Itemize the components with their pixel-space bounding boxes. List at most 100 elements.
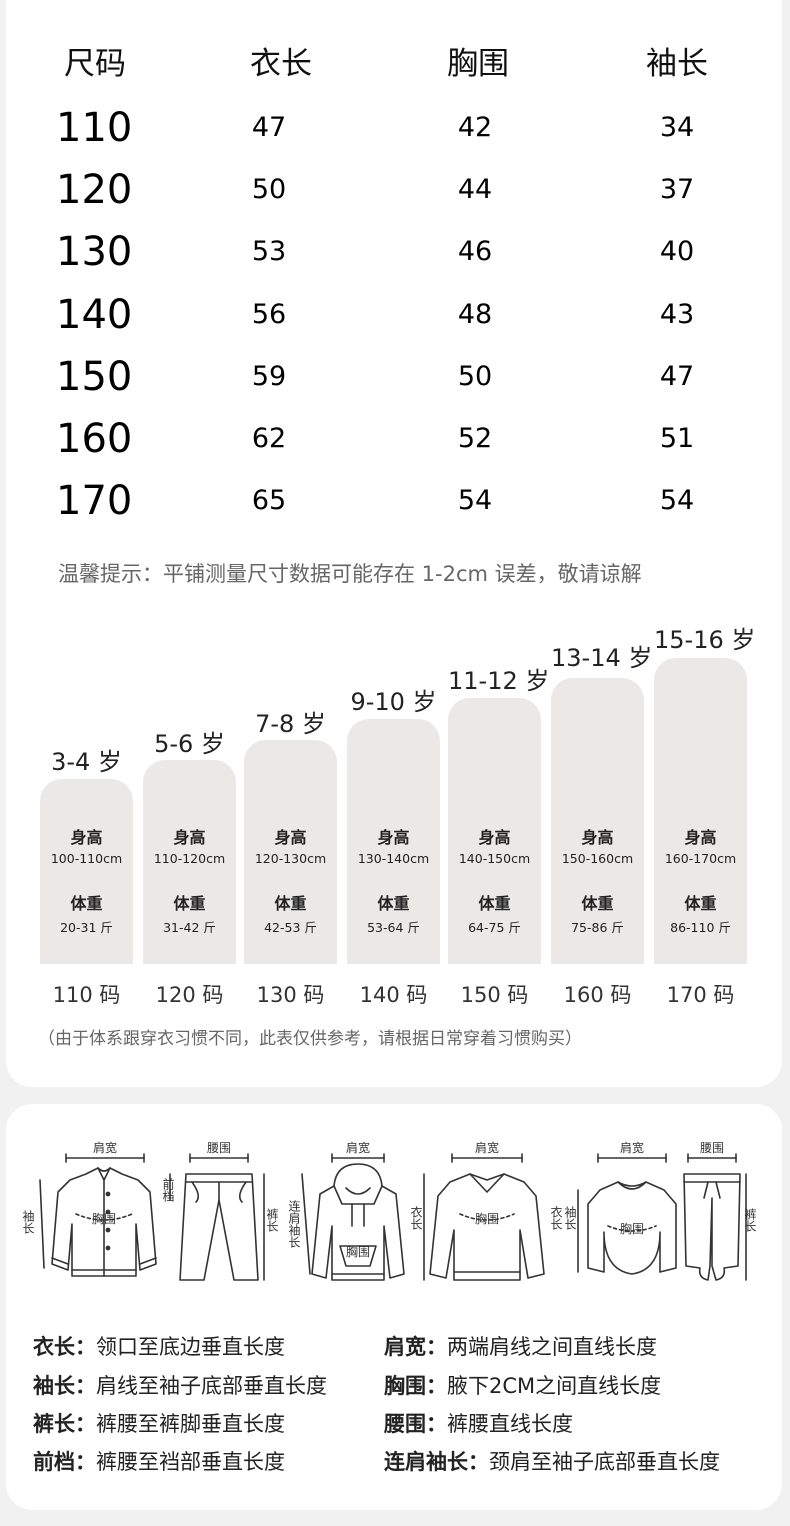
definition-desc: 裤腰直线长度 — [447, 1412, 573, 1436]
cell-size: 160 — [56, 416, 133, 462]
jacket-illustration — [39, 1153, 157, 1277]
definition-desc: 裤腰至裤脚垂直长度 — [96, 1412, 285, 1436]
height-label: 身高 — [274, 828, 307, 847]
size-code: 150 码 — [460, 983, 529, 1007]
label-rise: 前档 — [161, 1177, 175, 1202]
sweatshirt-illustration — [577, 1153, 677, 1275]
header-sleeve: 袖长 — [646, 46, 708, 82]
definition-desc: 两端肩线之间直线长度 — [447, 1335, 657, 1359]
cell-size: 110 — [56, 105, 133, 151]
table-row: 110 47 42 34 — [0, 97, 790, 159]
cell-length: 62 — [251, 423, 287, 454]
garment-diagrams: 肩宽 腰围 肩宽 肩宽 肩宽 腰围 胸围 胸围 胸围 胸围 袖长 前档 裤长 连… — [21, 1140, 757, 1281]
sweater-illustration — [423, 1153, 545, 1281]
definition-desc: 颈肩至袖子底部垂直长度 — [489, 1450, 720, 1474]
measurement-tip: 温馨提示：平铺测量尺寸数据可能存在 1-2cm 误差，敬请谅解 — [58, 562, 642, 586]
weight-label: 体重 — [173, 894, 206, 913]
height-value: 100-110cm — [50, 851, 123, 866]
weight-value: 53-64 斤 — [367, 920, 420, 935]
age-label: 13-14 岁 — [551, 644, 653, 672]
measurement-guide-card — [6, 1104, 782, 1510]
age-bar — [40, 779, 133, 964]
label-shoulder-1: 肩宽 — [93, 1140, 117, 1155]
weight-value: 31-42 斤 — [163, 920, 216, 935]
definition-term: 胸围 — [384, 1374, 426, 1398]
label-raglan: 连肩袖长 — [287, 1199, 301, 1248]
cell-sleeve: 43 — [659, 299, 695, 330]
cell-length: 56 — [251, 299, 287, 330]
size-code: 120 码 — [155, 983, 224, 1007]
size-code: 130 码 — [256, 983, 325, 1007]
definition-term: 连肩袖长 — [384, 1450, 468, 1474]
cell-size: 140 — [56, 292, 133, 338]
label-shoulder-3: 肩宽 — [475, 1140, 499, 1155]
definition-item: 裤长：裤腰至裤脚垂直长度 — [33, 1412, 285, 1436]
label-waist-2: 腰围 — [700, 1141, 724, 1155]
label-chest-3: 胸围 — [475, 1211, 499, 1226]
header-length: 衣长 — [250, 46, 312, 82]
pants-illustration — [169, 1153, 265, 1281]
weight-value: 20-31 斤 — [60, 920, 113, 935]
definition-term: 前档 — [33, 1450, 75, 1474]
height-value: 160-170cm — [664, 851, 737, 866]
definition-desc: 腋下2CM之间直线长度 — [447, 1374, 662, 1398]
definition-item: 前档：裤腰至裆部垂直长度 — [33, 1450, 285, 1474]
height-value: 140-150cm — [458, 851, 531, 866]
weight-label: 体重 — [377, 894, 410, 913]
label-length-1: 衣长 — [409, 1205, 423, 1230]
definition-desc: 肩线至袖子底部垂直长度 — [96, 1374, 327, 1398]
age-label: 5-6 岁 — [154, 730, 225, 758]
height-value: 130-140cm — [357, 851, 430, 866]
age-bar — [551, 678, 644, 964]
definition-desc: 领口至底边垂直长度 — [96, 1335, 285, 1359]
cell-length: 47 — [251, 112, 287, 143]
label-shoulder-2: 肩宽 — [346, 1140, 370, 1155]
weight-value: 42-53 斤 — [264, 920, 317, 935]
weight-value: 64-75 斤 — [468, 920, 521, 935]
cell-chest: 50 — [457, 361, 493, 392]
label-waist-1: 腰围 — [207, 1141, 231, 1155]
height-label: 身高 — [478, 828, 511, 847]
cell-sleeve: 47 — [659, 361, 695, 392]
age-bar — [244, 740, 337, 964]
label-length-2: 衣长 — [549, 1205, 563, 1230]
age-bar — [143, 760, 236, 964]
cell-size: 170 — [56, 478, 133, 524]
cell-length: 65 — [251, 485, 287, 516]
size-code: 110 码 — [52, 983, 121, 1007]
size-code: 160 码 — [563, 983, 632, 1007]
age-label: 9-10 岁 — [350, 688, 437, 716]
label-chest-4: 胸围 — [620, 1221, 644, 1236]
reference-note: （由于体系跟穿衣习惯不同，此表仅供参考，请根据日常穿着习惯购买） — [38, 1029, 582, 1049]
cell-size: 130 — [56, 229, 133, 275]
weight-label: 体重 — [70, 894, 103, 913]
label-chest-2: 胸围 — [346, 1244, 370, 1259]
definition-desc: 裤腰至裆部垂直长度 — [96, 1450, 285, 1474]
header-chest: 胸围 — [447, 46, 509, 82]
definition-item: 袖长：肩线至袖子底部垂直长度 — [33, 1374, 327, 1398]
height-label: 身高 — [581, 828, 614, 847]
age-bar — [347, 719, 440, 964]
height-value: 120-130cm — [254, 851, 327, 866]
cell-sleeve: 40 — [659, 236, 695, 267]
weight-label: 体重 — [274, 894, 307, 913]
cell-chest: 44 — [457, 174, 493, 205]
definition-term: 肩宽 — [384, 1335, 426, 1359]
cell-size: 150 — [56, 354, 133, 400]
cell-chest: 46 — [457, 236, 493, 267]
age-label: 15-16 岁 — [654, 626, 756, 654]
table-row: 150 59 50 47 — [0, 346, 790, 408]
cell-sleeve: 37 — [659, 174, 695, 205]
cell-chest: 48 — [457, 299, 493, 330]
table-row: 130 53 46 40 — [0, 221, 790, 283]
cell-sleeve: 51 — [659, 423, 695, 454]
age-label: 3-4 岁 — [51, 748, 122, 776]
cell-chest: 54 — [457, 485, 493, 516]
age-bar — [448, 698, 541, 964]
table-row: 140 56 48 43 — [0, 284, 790, 346]
height-label: 身高 — [377, 828, 410, 847]
cell-length: 50 — [251, 174, 287, 205]
height-label: 身高 — [173, 828, 206, 847]
weight-value: 75-86 斤 — [571, 920, 624, 935]
table-row: 160 62 52 51 — [0, 408, 790, 470]
